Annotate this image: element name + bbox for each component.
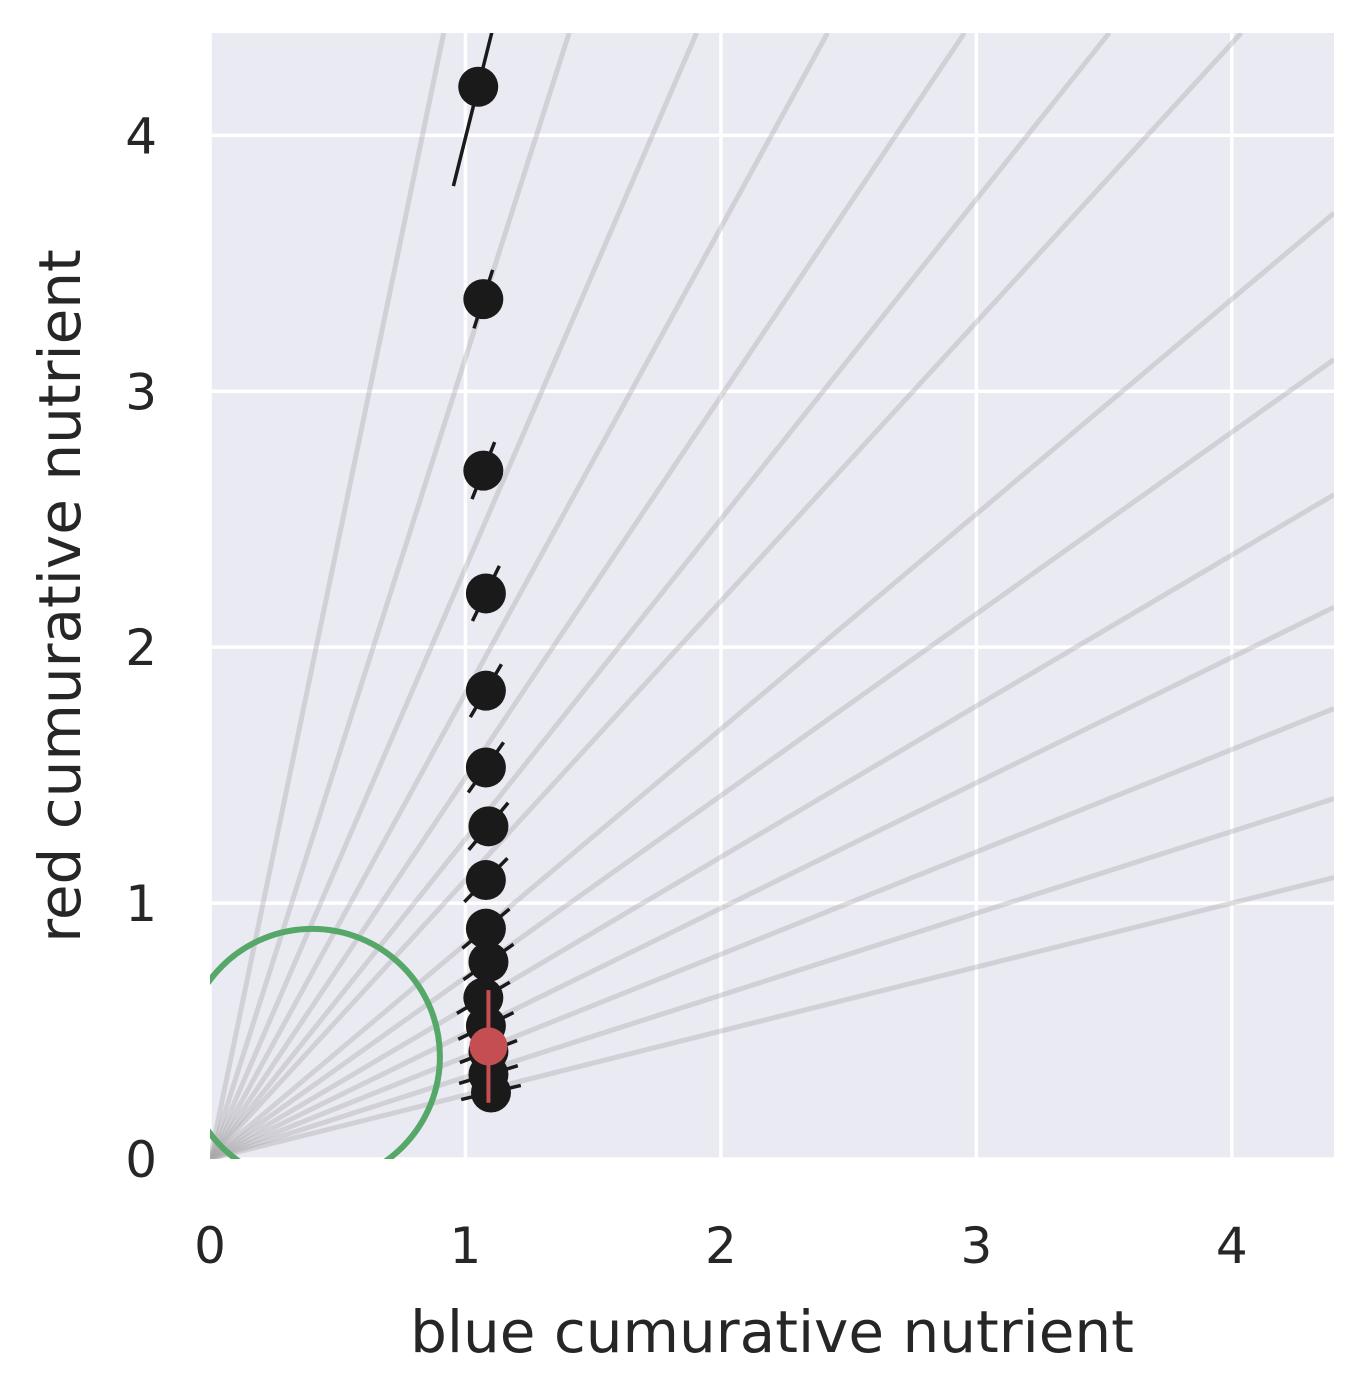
reference-ray [210, 357, 1334, 1159]
y-tick-labels: 0 1 2 3 4 [125, 107, 157, 1189]
reference-ray [210, 875, 1334, 1159]
data-point [463, 279, 504, 320]
reference-ray [210, 492, 1334, 1159]
x-tick-label: 0 [194, 1217, 226, 1275]
reference-ray [210, 33, 447, 1159]
reference-ray [210, 605, 1334, 1159]
y-tick-label: 0 [125, 1131, 157, 1189]
reference-ray [210, 33, 967, 1159]
data-point [465, 747, 506, 788]
y-tick-label: 3 [125, 363, 157, 421]
x-axis-label: blue cumurative nutrient [410, 1298, 1134, 1366]
reference-ray [210, 796, 1334, 1159]
data-point [465, 573, 506, 614]
data-point [465, 860, 506, 901]
reference-ray [210, 33, 1244, 1159]
data-point [468, 806, 509, 847]
data-points [451, 33, 522, 1113]
y-tick-label: 2 [125, 619, 157, 677]
reference-ray [210, 33, 572, 1159]
x-tick-label: 3 [960, 1217, 992, 1275]
data-point [463, 450, 504, 491]
reference-ray [210, 33, 1112, 1159]
reference-ray [210, 706, 1334, 1159]
data-point [458, 66, 499, 107]
reference-ray [210, 211, 1334, 1159]
x-tick-labels: 0 1 2 3 4 [194, 1217, 1248, 1275]
y-tick-label: 4 [125, 107, 157, 165]
reference-ray [210, 33, 699, 1159]
reference-ray [210, 33, 830, 1159]
reference-circle-layer [210, 925, 443, 1159]
y-axis-label: red cumurative nutrient [26, 249, 94, 943]
grid-lines [208, 33, 1334, 1161]
reference-circle [210, 925, 443, 1159]
data-point [465, 908, 506, 949]
plot-background [210, 33, 1334, 1159]
data-point [471, 1072, 511, 1113]
x-tick-label: 4 [1216, 1217, 1248, 1275]
x-tick-label: 2 [705, 1217, 737, 1275]
highlight-point [469, 1027, 508, 1066]
y-tick-label: 1 [125, 875, 157, 933]
data-point [465, 670, 506, 711]
reference-rays [210, 33, 1334, 1159]
x-tick-label: 1 [450, 1217, 482, 1275]
data-point [468, 941, 509, 982]
